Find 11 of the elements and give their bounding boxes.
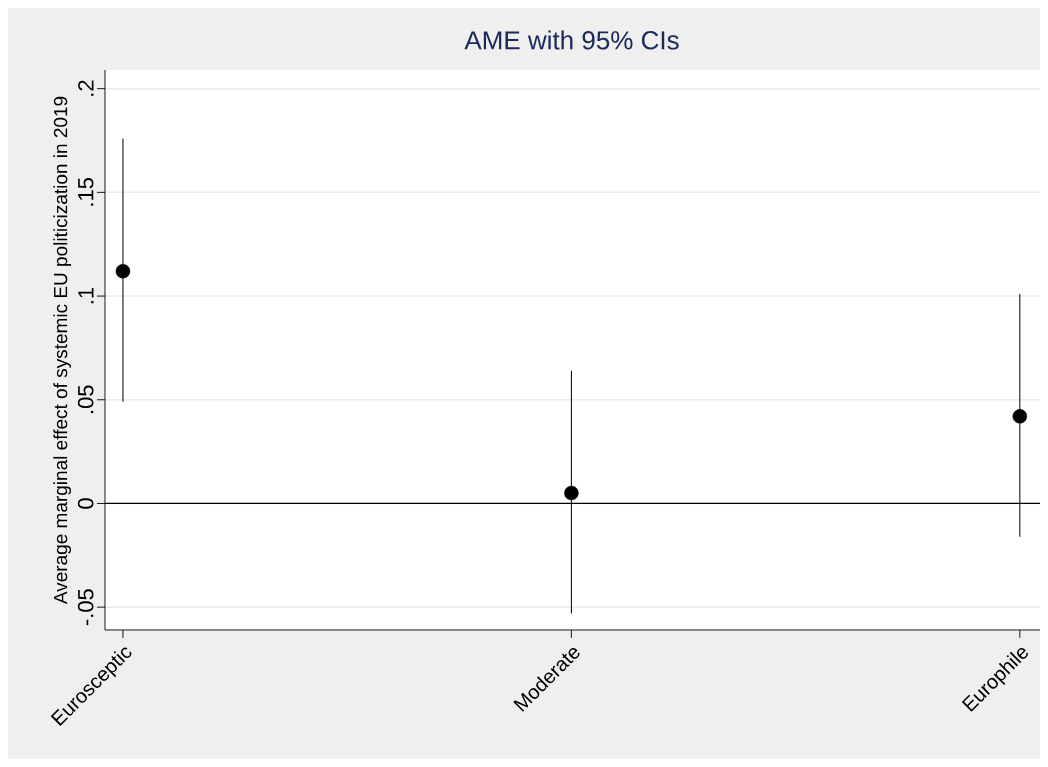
chart-title: AME with 95% CIs [464, 30, 679, 50]
point [564, 485, 579, 501]
y-tick-label: .05 [77, 385, 94, 414]
y-tick-label: .2 [78, 80, 94, 96]
y-tick-label: .1 [78, 287, 94, 304]
y-axis-title: Average marginal effect of systemic EU politicization in 2019 [53, 96, 72, 605]
point [1012, 409, 1028, 424]
y-tick-label: .15 [78, 178, 94, 206]
y-tick-label: -.05 [77, 589, 94, 626]
y-tick-label: 0 [77, 498, 94, 509]
point [115, 263, 131, 279]
